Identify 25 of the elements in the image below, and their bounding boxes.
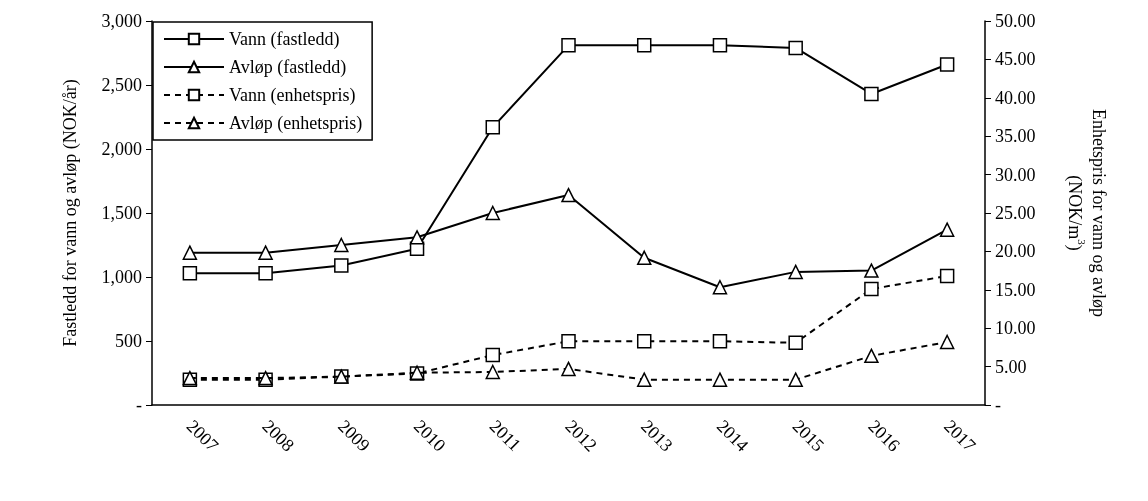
legend-label: Vann (enhetspris) <box>229 85 356 106</box>
y2-tick-label: 45.00 <box>995 49 1036 70</box>
y-axis-title: Fastledd for vann og avløp (NOK/år) <box>60 79 81 347</box>
y2-tick-label: 5.00 <box>995 356 1027 377</box>
y2-tick-label: 15.00 <box>995 279 1036 300</box>
legend-label: Avløp (enhetspris) <box>229 113 363 134</box>
y-tick-label: 1,000 <box>101 267 142 287</box>
y-tick-label: 3,000 <box>101 11 142 31</box>
y2-tick-label: 30.00 <box>995 164 1036 185</box>
y2-tick-label: 10.00 <box>995 318 1036 339</box>
legend-label: Avløp (fastledd) <box>229 57 347 78</box>
y-tick-label: 500 <box>115 331 142 351</box>
x-tick-label: 2017 <box>940 415 980 456</box>
y2-tick-label: 25.00 <box>995 203 1036 223</box>
y-tick-label: 1,500 <box>101 203 142 223</box>
y2-tick-label: 40.00 <box>995 87 1036 108</box>
y-tick-label: - <box>136 395 142 415</box>
y2-tick-label: - <box>995 395 1001 415</box>
y-tick-label: 2,000 <box>101 139 142 159</box>
x-tick-label: 2007 <box>182 415 223 456</box>
y2-tick-label: 20.00 <box>995 241 1036 262</box>
y-tick-label: 2,500 <box>101 75 142 95</box>
y2-tick-label: 35.00 <box>995 126 1036 147</box>
y2-tick-label: 50.00 <box>995 11 1036 31</box>
legend-label: Vann (fastledd) <box>229 29 340 50</box>
